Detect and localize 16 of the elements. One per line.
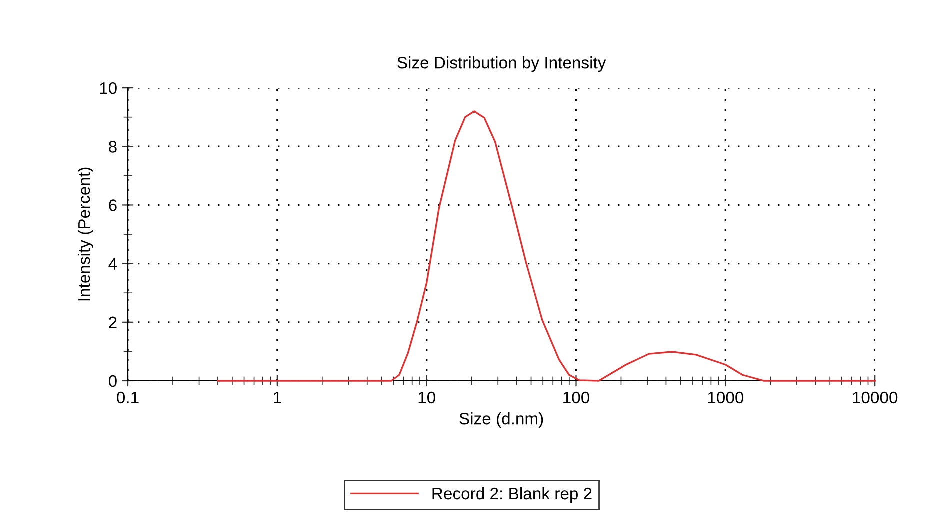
chart-title: Size Distribution by Intensity — [398, 56, 606, 72]
x-tick-label: 1 — [274, 392, 282, 404]
y-tick-label: 8 — [109, 141, 117, 153]
x-tick-label: 10000 — [853, 392, 898, 404]
x-axis-title: Size (d.nm) — [460, 412, 544, 428]
x-tick-label: 1000 — [708, 392, 744, 404]
y-axis-title: Intensity (Percent) — [78, 168, 94, 301]
y-tick-label: 10 — [100, 82, 117, 94]
x-tick-label: 100 — [564, 392, 590, 404]
legend-label: Record 2: Blank rep 2 — [432, 487, 592, 503]
y-tick-label: 2 — [109, 316, 117, 328]
x-tick-label: 0.1 — [117, 392, 139, 404]
y-tick-label: 4 — [108, 258, 118, 270]
y-tick-label: 6 — [109, 200, 117, 212]
y-tick-label: 0 — [108, 375, 117, 388]
x-tick-label: 10 — [418, 392, 436, 404]
